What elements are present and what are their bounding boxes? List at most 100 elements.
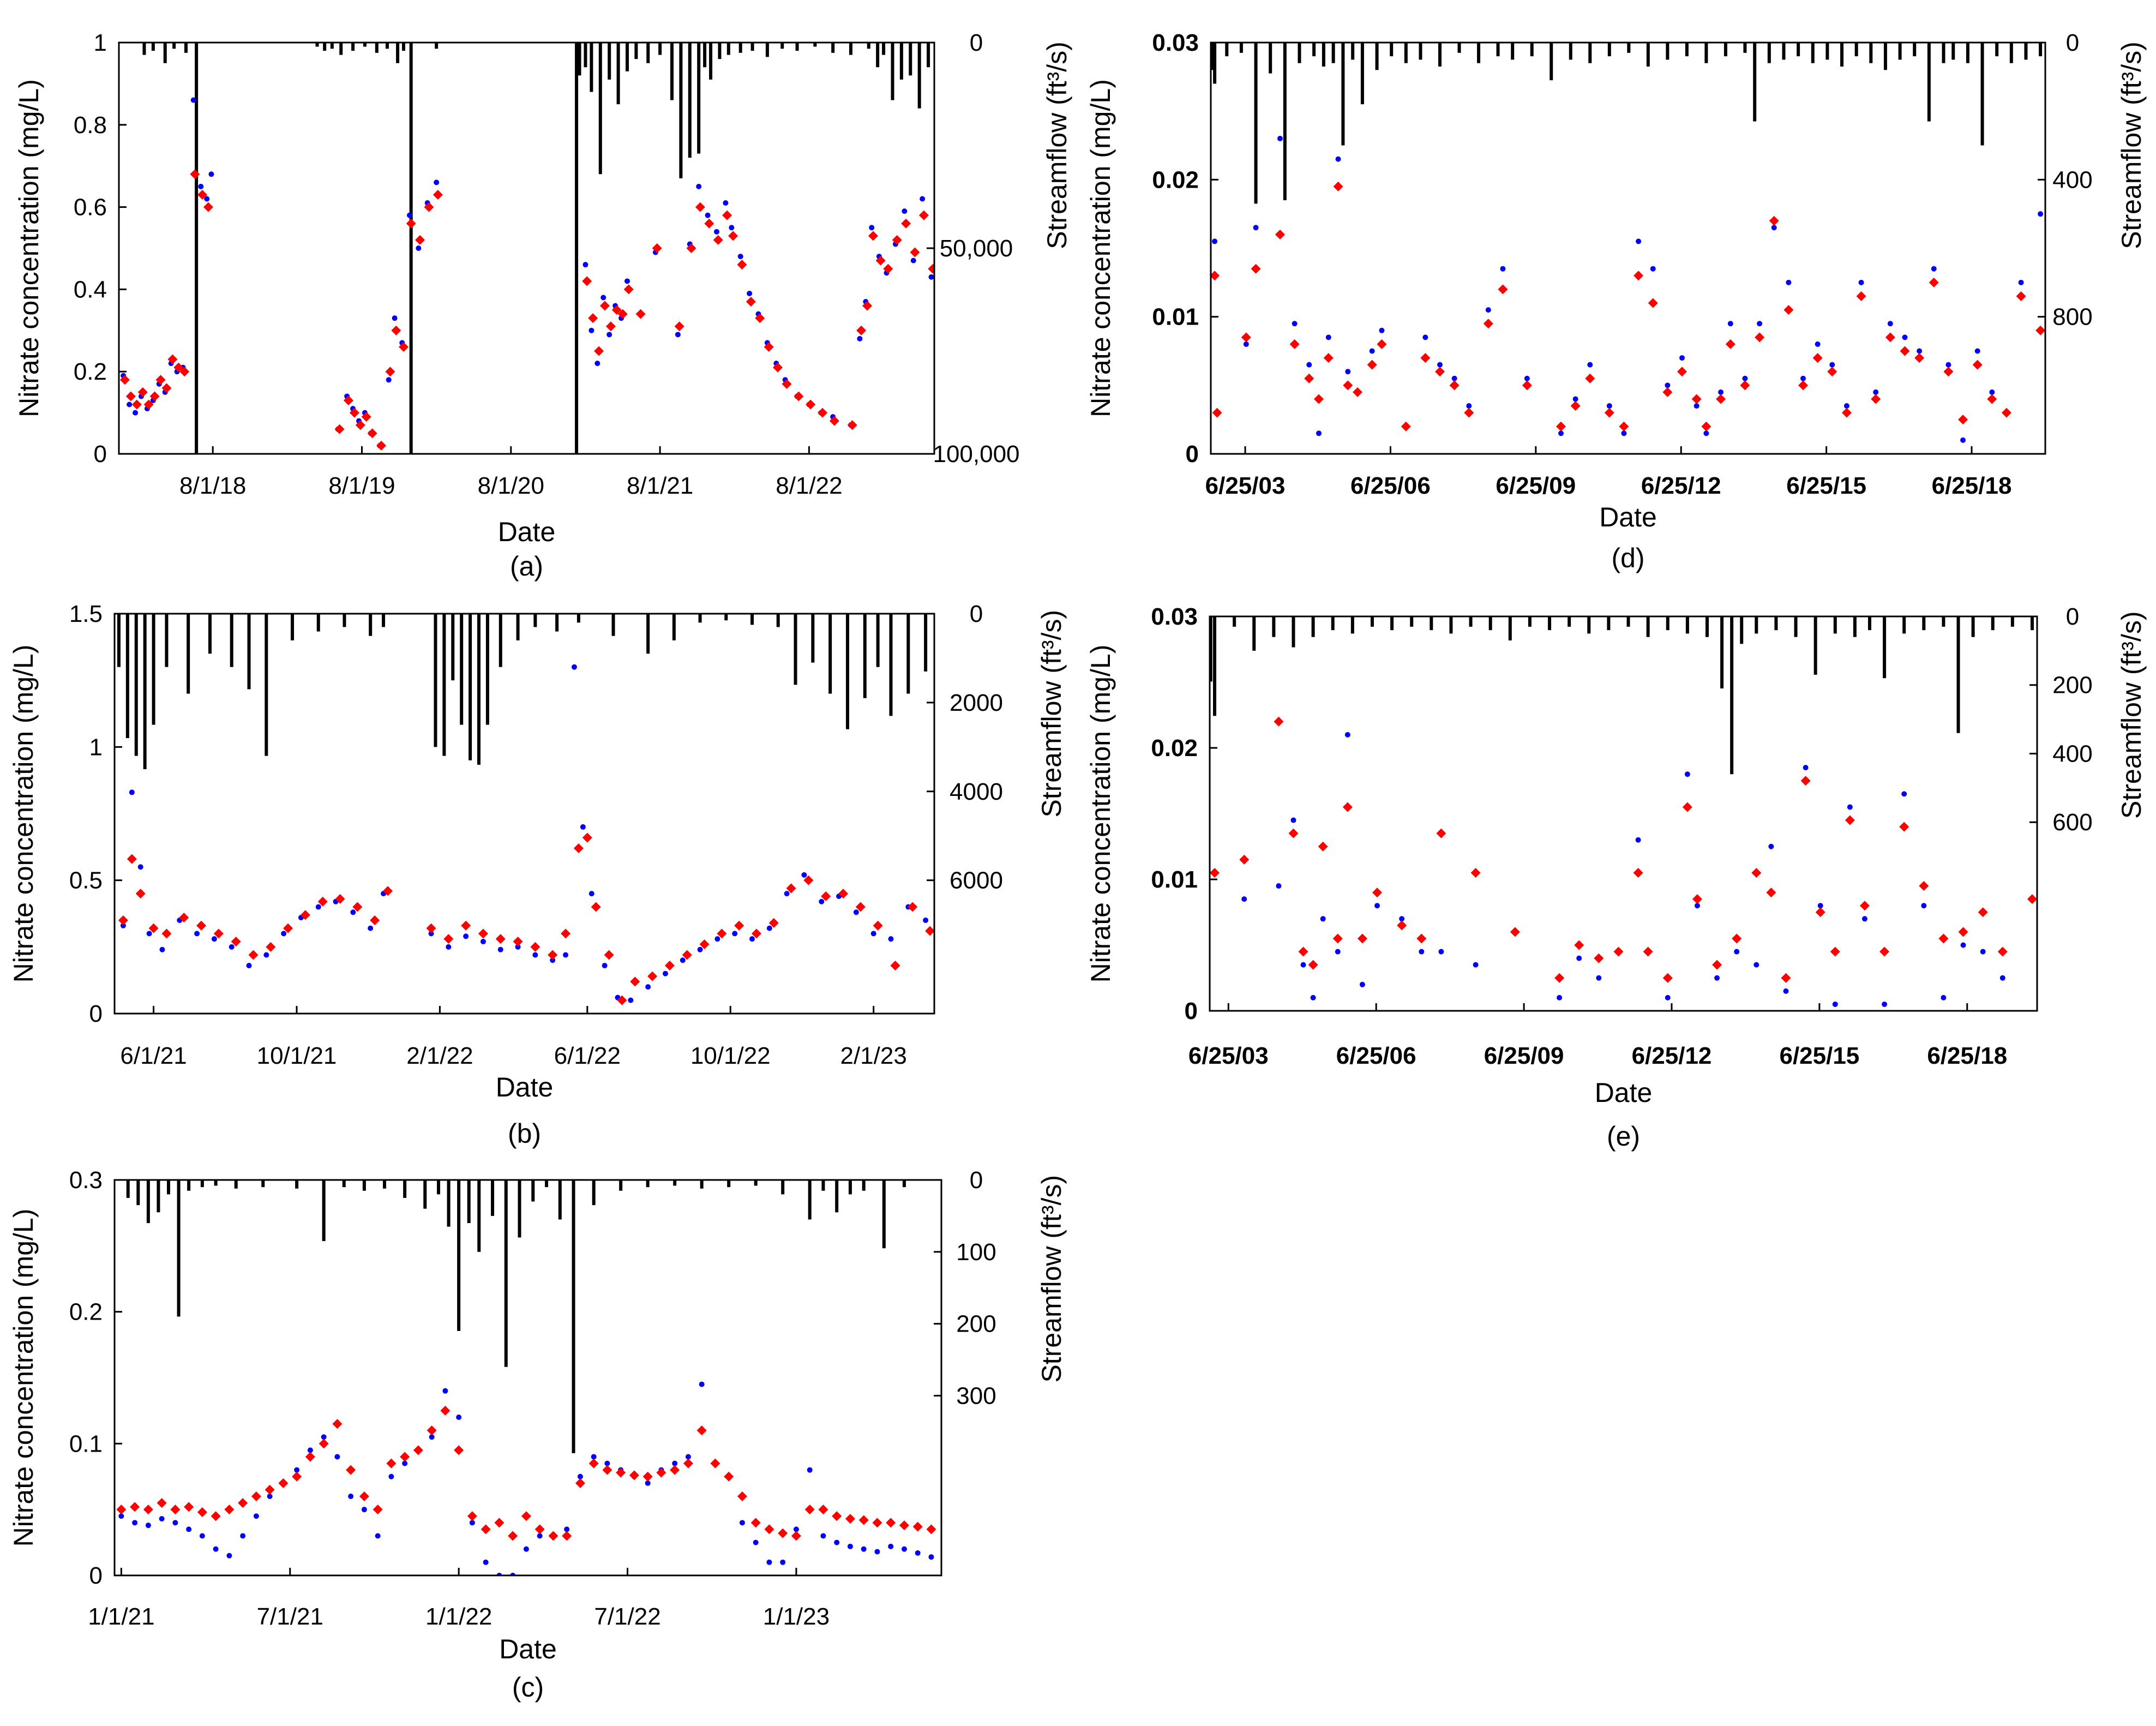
simulated-point [868,231,878,241]
streamflow-bar [1942,616,1945,627]
y-axis-label: Nitrate concentration (mg/L) [1085,645,1116,983]
streamflow-bar [1210,616,1212,682]
measured-point [685,1454,691,1460]
streamflow-bar [1254,43,1258,204]
simulated-point [1510,927,1520,937]
simulated-point [1643,946,1653,957]
measured-point [253,1513,259,1519]
simulated-point [478,928,488,939]
simulated-point [167,354,178,364]
simulated-point [872,1518,882,1528]
streamflow-bar [917,43,921,109]
simulated-point [604,950,614,960]
simulated-point [440,1405,451,1416]
simulated-point [855,902,866,912]
y-tick-label: 0.2 [69,1299,103,1326]
measured-point [928,274,934,280]
streamflow-bar [592,1180,596,1206]
simulated-point [391,325,401,335]
measured-point [820,1533,826,1539]
streamflow-bar [518,1180,521,1238]
streamflow-bar [369,614,373,636]
simulated-point [248,950,259,960]
simulated-point [722,210,732,220]
streamflow-bar [457,1180,461,1331]
simulated-point [1212,407,1222,418]
measured-point [1335,156,1341,162]
simulated-point [196,920,207,931]
streamflow-bar [658,43,662,55]
x-tick-label: 6/25/06 [1350,472,1431,499]
measured-point [888,936,894,942]
streamflow-bar [1755,616,1758,634]
streamflow-bar [504,1180,508,1367]
measured-point [1960,942,1966,948]
measured-point [550,957,556,963]
streamflow-bar [1360,43,1364,105]
simulated-point [717,928,727,939]
measured-point [1832,1001,1838,1007]
panel-caption: (d) [1611,543,1644,573]
measured-point [204,196,210,202]
simulated-point [1498,284,1508,295]
simulated-point [750,1518,761,1528]
streamflow-bar [1213,616,1217,716]
measured-point [240,1533,246,1539]
x-tick-label: 6/25/09 [1496,472,1576,499]
streamflow-bar [598,43,602,175]
streamflow-bar [1723,43,1727,57]
x-tick-label: 6/1/21 [120,1042,187,1069]
measured-point [1783,988,1789,994]
streamflow-bar [363,43,367,47]
simulated-point [170,1505,181,1515]
measured-point [307,1447,313,1453]
simulated-point [1570,401,1581,411]
measured-point [281,931,287,937]
y2-axis-label: Streamflow (ft³/s) [2116,41,2147,249]
simulated-point [1210,867,1220,878]
streamflow-bar [927,43,930,68]
measured-point [1800,375,1806,381]
measured-point [1572,396,1578,402]
simulated-point [786,883,796,894]
y-tick-label: 0.03 [1151,603,1198,630]
chart-panel-e: 6/25/03 6/25/06 6/25/09 6/25/12 6/25/15 6/25/… [1085,603,2147,1152]
streamflow-bar [385,43,389,49]
streamflow-bar [906,614,910,694]
streamflow-bar [126,1180,130,1198]
streamflow-bar [1898,43,1902,60]
simulated-point [1701,421,1711,432]
measured-point [1989,389,1995,395]
streamflow-bar [1833,616,1837,634]
measured-point [137,864,143,870]
streamflow-bar [375,43,379,53]
simulated-point [335,894,345,904]
simulated-point [1783,305,1794,315]
simulated-point [1554,973,1565,983]
streamflow-bar [117,614,121,667]
y-tick-label: 0.2 [74,358,107,385]
chart-panel-c: 1/1/21 7/1/21 1/1/22 7/1/22 1/1/23 0 0.1 0.2 0.3… [8,1167,1067,1703]
x-tick-label: 6/25/09 [1484,1042,1564,1069]
measured-point [801,872,807,878]
measured-point [1369,348,1375,354]
simulated-point [467,1511,477,1521]
measured-point [463,933,469,939]
simulated-point [1997,946,2008,957]
simulated-point [561,928,571,939]
plot-area [116,1180,936,1575]
streamflow-bar [316,614,320,632]
simulated-point [292,1471,302,1482]
simulated-point [1692,894,1702,904]
streamflow-bar [451,614,455,681]
streamflow-bar [1666,43,1669,60]
x-tick-label: 6/25/18 [1927,1042,2007,1069]
streamflow-bar [146,1180,150,1224]
y2-tick-label: 0 [2066,29,2079,56]
streamflow-bar [1922,616,1926,631]
measured-point [705,212,711,218]
measured-point [1931,266,1937,272]
plot-area [1211,43,2045,443]
y-tick-label: 0.01 [1151,866,1198,893]
streamflow-bar [697,43,701,154]
